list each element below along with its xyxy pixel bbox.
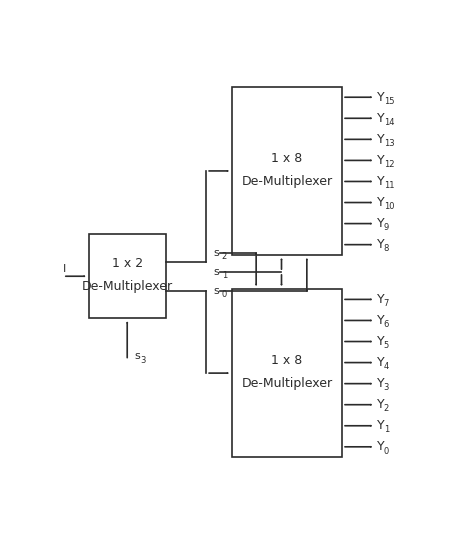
Text: Y: Y — [377, 377, 384, 390]
Text: Y: Y — [377, 398, 384, 411]
Text: I: I — [63, 264, 66, 274]
Text: Y: Y — [377, 314, 384, 327]
Text: 5: 5 — [383, 341, 389, 350]
Text: 0: 0 — [222, 290, 227, 299]
Bar — [89, 234, 166, 318]
Text: 3: 3 — [140, 356, 146, 364]
Text: s: s — [135, 351, 140, 361]
Text: 1 x 2: 1 x 2 — [112, 257, 143, 270]
Text: 14: 14 — [383, 118, 394, 127]
Text: 8: 8 — [383, 245, 389, 253]
Text: Y: Y — [377, 175, 384, 188]
Text: 1: 1 — [222, 271, 227, 280]
Text: 15: 15 — [383, 97, 394, 106]
Text: 6: 6 — [383, 320, 389, 329]
Text: 0: 0 — [383, 446, 389, 456]
Text: De-Multiplexer: De-Multiplexer — [82, 280, 173, 293]
Text: Y: Y — [377, 335, 384, 348]
Text: 9: 9 — [383, 223, 389, 232]
Text: 1: 1 — [383, 426, 389, 434]
Text: Y: Y — [377, 217, 384, 230]
Text: Y: Y — [377, 419, 384, 432]
Text: 4: 4 — [383, 362, 389, 371]
Bar — [232, 289, 342, 457]
Text: Y: Y — [377, 356, 384, 369]
Bar — [232, 86, 342, 255]
Text: Y: Y — [377, 154, 384, 167]
Text: Y: Y — [377, 196, 384, 209]
Text: s: s — [213, 248, 219, 258]
Text: 2: 2 — [222, 252, 227, 261]
Text: 1 x 8: 1 x 8 — [272, 354, 302, 367]
Text: 12: 12 — [383, 160, 394, 169]
Text: Y: Y — [377, 440, 384, 453]
Text: Y: Y — [377, 293, 384, 306]
Text: s: s — [213, 267, 219, 277]
Text: De-Multiplexer: De-Multiplexer — [241, 175, 333, 188]
Text: s: s — [213, 286, 219, 296]
Text: 11: 11 — [383, 181, 394, 190]
Text: 2: 2 — [383, 404, 389, 414]
Text: 1 x 8: 1 x 8 — [272, 152, 302, 165]
Text: Y: Y — [377, 238, 384, 251]
Text: De-Multiplexer: De-Multiplexer — [241, 377, 333, 390]
Text: Y: Y — [377, 133, 384, 146]
Text: 13: 13 — [383, 139, 394, 148]
Text: Y: Y — [377, 112, 384, 125]
Text: Y: Y — [377, 91, 384, 104]
Text: 3: 3 — [383, 383, 389, 392]
Text: 10: 10 — [383, 202, 394, 211]
Text: 7: 7 — [383, 299, 389, 308]
